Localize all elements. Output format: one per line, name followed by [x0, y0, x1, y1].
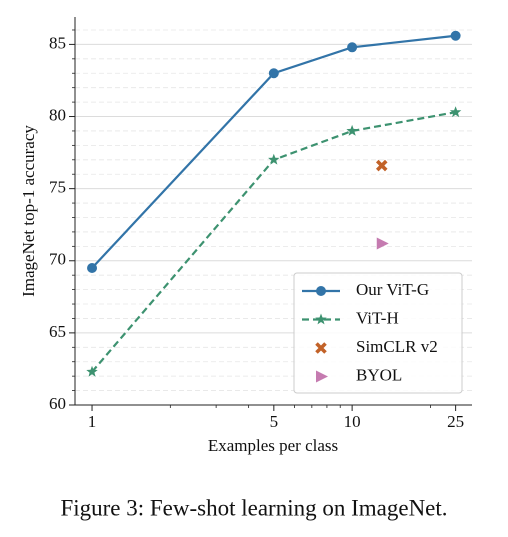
marker [376, 237, 389, 250]
legend-marker [315, 313, 327, 325]
marker [86, 365, 98, 377]
legend-marker [315, 342, 327, 354]
y-tick-label: 65 [49, 322, 66, 341]
legend-marker [316, 286, 326, 296]
x-axis-label: Examples per class [208, 436, 338, 455]
x-tick-label: 10 [344, 412, 361, 431]
caption: Figure 3: Few-shot learning on ImageNet. [60, 495, 447, 520]
legend-label: SimCLR v2 [356, 337, 438, 356]
marker [268, 153, 280, 165]
legend-label: BYOL [356, 365, 402, 384]
legend-label: Our ViT-G [356, 280, 429, 299]
y-tick-label: 60 [49, 394, 66, 413]
y-tick-label: 70 [49, 250, 66, 269]
x-tick-label: 5 [270, 412, 279, 431]
marker [375, 159, 388, 172]
x-tick-label: 25 [447, 412, 464, 431]
marker [449, 106, 462, 118]
legend-box [293, 272, 463, 394]
legend-marker [316, 370, 328, 383]
series-line [91, 111, 456, 373]
legend-label: ViT-H [356, 308, 399, 327]
marker [87, 262, 98, 273]
marker [347, 42, 358, 53]
y-tick-label: 85 [49, 33, 66, 52]
marker [346, 124, 358, 136]
y-tick-label: 80 [49, 105, 66, 124]
marker [268, 68, 279, 79]
y-axis-label: ImageNet top-1 accuracy [19, 125, 38, 297]
y-tick-label: 75 [49, 178, 66, 197]
marker [450, 30, 461, 41]
x-tick-label: 1 [88, 412, 97, 431]
series-line [91, 34, 456, 269]
